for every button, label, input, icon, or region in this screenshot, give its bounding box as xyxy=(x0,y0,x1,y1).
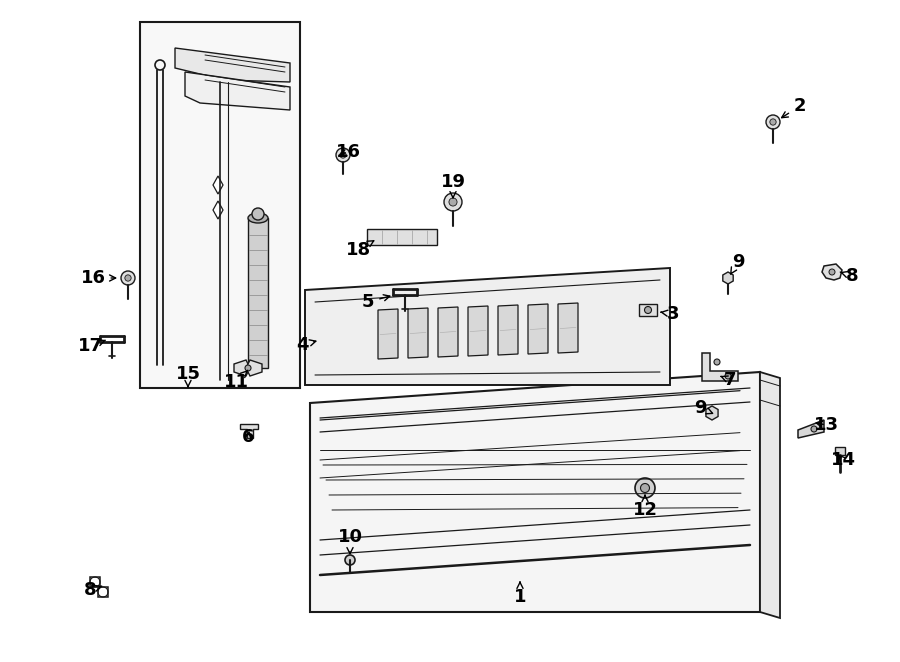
Polygon shape xyxy=(240,424,258,438)
Circle shape xyxy=(811,426,817,432)
Polygon shape xyxy=(310,372,760,612)
Text: 19: 19 xyxy=(440,173,465,198)
Circle shape xyxy=(444,193,462,211)
Text: 5: 5 xyxy=(362,293,390,311)
Circle shape xyxy=(345,555,355,565)
Circle shape xyxy=(340,152,346,158)
Circle shape xyxy=(245,365,251,371)
Ellipse shape xyxy=(248,213,268,223)
Polygon shape xyxy=(234,360,250,376)
Text: 10: 10 xyxy=(338,528,363,553)
Polygon shape xyxy=(367,229,437,245)
Polygon shape xyxy=(213,176,223,194)
Text: 15: 15 xyxy=(176,365,201,387)
Circle shape xyxy=(449,198,457,206)
Polygon shape xyxy=(248,218,268,368)
Text: 8: 8 xyxy=(84,581,102,599)
Circle shape xyxy=(714,359,720,365)
Text: 2: 2 xyxy=(782,97,806,118)
Text: 16: 16 xyxy=(336,143,361,161)
Circle shape xyxy=(121,271,135,285)
Text: 9: 9 xyxy=(731,253,744,274)
Polygon shape xyxy=(213,201,223,219)
Text: 11: 11 xyxy=(223,370,248,391)
Circle shape xyxy=(766,115,780,129)
Polygon shape xyxy=(835,447,845,455)
Circle shape xyxy=(252,208,264,220)
Text: 4: 4 xyxy=(296,336,316,354)
Circle shape xyxy=(635,478,655,498)
Polygon shape xyxy=(723,272,734,284)
Text: 14: 14 xyxy=(831,451,856,469)
Polygon shape xyxy=(498,305,518,355)
Polygon shape xyxy=(760,372,780,618)
Circle shape xyxy=(336,148,350,162)
Polygon shape xyxy=(702,353,738,381)
Polygon shape xyxy=(528,304,548,354)
Circle shape xyxy=(644,307,652,314)
Text: 12: 12 xyxy=(633,495,658,519)
Text: 3: 3 xyxy=(661,305,680,323)
Text: 1: 1 xyxy=(514,582,526,606)
Polygon shape xyxy=(378,309,398,359)
Circle shape xyxy=(829,269,835,275)
Text: 17: 17 xyxy=(77,337,105,355)
Polygon shape xyxy=(175,48,290,82)
Text: 16: 16 xyxy=(80,269,116,287)
Polygon shape xyxy=(706,406,718,420)
Polygon shape xyxy=(140,22,300,388)
Polygon shape xyxy=(185,72,290,110)
Polygon shape xyxy=(305,268,670,385)
Polygon shape xyxy=(558,303,578,353)
Circle shape xyxy=(770,119,776,125)
Text: 8: 8 xyxy=(841,267,859,285)
Text: 6: 6 xyxy=(242,428,255,446)
Polygon shape xyxy=(639,304,657,316)
Circle shape xyxy=(641,483,650,493)
Polygon shape xyxy=(822,264,842,280)
Text: 7: 7 xyxy=(721,371,736,389)
Circle shape xyxy=(725,373,731,379)
Polygon shape xyxy=(246,360,262,376)
Polygon shape xyxy=(438,307,458,357)
Polygon shape xyxy=(408,308,428,358)
Text: 13: 13 xyxy=(814,416,839,434)
Circle shape xyxy=(125,275,131,281)
Polygon shape xyxy=(798,420,824,438)
Polygon shape xyxy=(468,306,488,356)
Text: 9: 9 xyxy=(694,399,713,417)
Text: 18: 18 xyxy=(346,241,374,259)
